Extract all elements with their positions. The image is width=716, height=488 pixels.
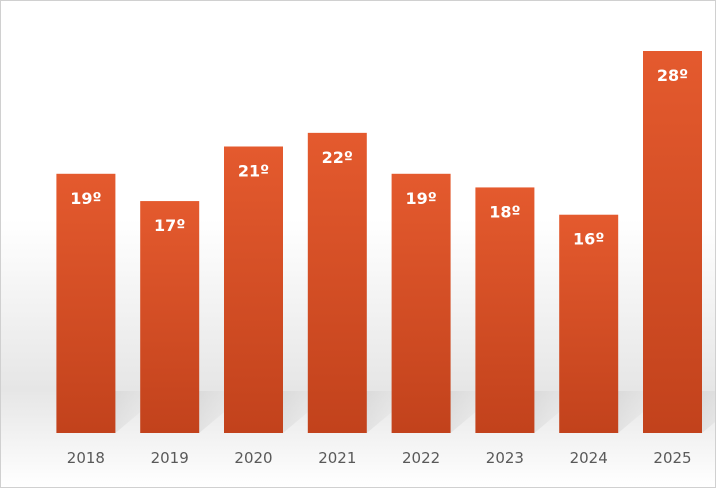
data-label-2018: 19º [70,189,101,208]
data-label-2025: 28º [657,66,688,85]
data-label-2023: 18º [489,202,520,221]
x-tick-label-2024: 2024 [570,449,608,467]
bar-2019 [140,201,200,433]
data-label-2021: 22º [322,148,353,167]
bar-2018 [56,173,116,434]
data-label-2019: 17º [154,216,185,235]
bar-2024 [559,214,619,433]
x-tick-label-2025: 2025 [653,449,691,467]
bar-2021 [307,132,367,433]
bar-2022 [391,173,451,434]
data-label-2024: 16º [573,230,604,249]
bars-group [56,51,702,434]
x-tick-label-2022: 2022 [402,449,440,467]
bar-2023 [475,187,535,433]
data-label-2020: 21º [238,162,269,181]
x-tick-label-2021: 2021 [318,449,356,467]
bar-2020 [224,146,283,433]
x-axis-ticks: 2018 2019 2020 2021 2022 2023 2024 2025 [67,449,692,467]
x-tick-label-2019: 2019 [151,449,189,467]
x-tick-label-2023: 2023 [486,449,524,467]
x-tick-label-2020: 2020 [234,449,272,467]
data-label-2022: 19º [405,189,436,208]
data-labels-group: 19º 17º 21º 22º 19º 18º 16º 28º [70,66,688,249]
bar-2025 [643,51,702,433]
x-tick-label-2018: 2018 [67,449,105,467]
